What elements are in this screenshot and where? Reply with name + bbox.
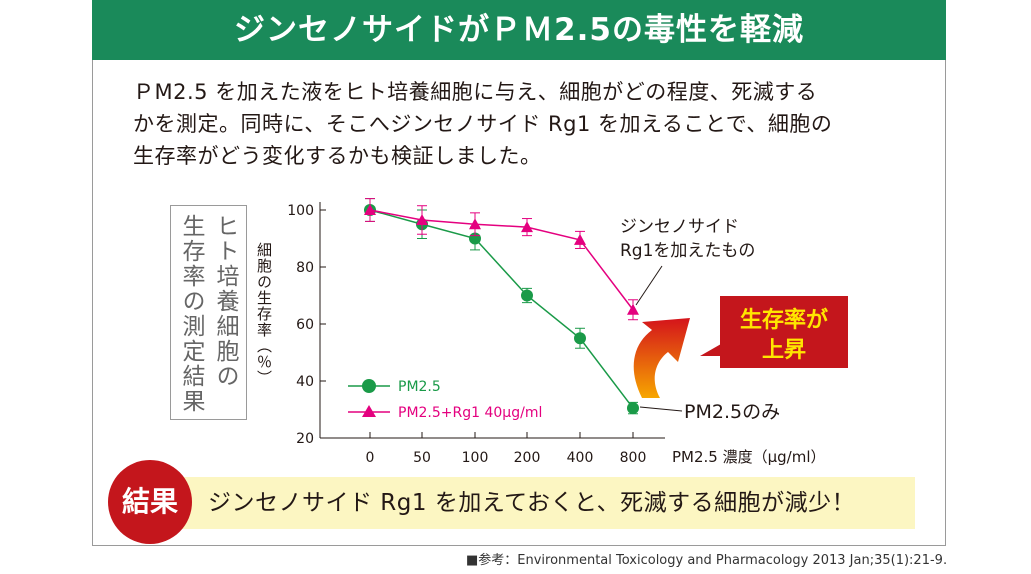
side-label-box <box>170 205 247 420</box>
increase-callout-line2: 上昇 <box>762 338 806 363</box>
result-text: ジンセノサイド Rg1 を加えておくと、死滅する細胞が減少！ <box>208 490 856 516</box>
data-point-triangle <box>364 204 376 215</box>
y-tick-label: 40 <box>296 374 314 390</box>
result-badge: 結果 <box>108 460 192 544</box>
side-label-line2: 生存率の測定結果 <box>178 214 204 414</box>
data-point-circle <box>574 332 586 345</box>
x-tick-label: 800 <box>620 450 647 466</box>
x-tick-label: 200 <box>514 450 541 466</box>
legend-marker-pm25 <box>362 379 376 393</box>
legend: PM2.5 PM2.5+Rg1 40μg/ml <box>348 379 542 421</box>
y-axis-label: 細胞の生存率（％） <box>255 242 273 386</box>
result-bar <box>130 477 915 529</box>
rg1-annotation-line2: Rg1を加えたもの <box>620 241 755 261</box>
intro-line: 生存率がどう変化するかも検証しました。 <box>133 144 542 168</box>
y-tick-label: 60 <box>296 317 314 333</box>
x-tick-label: 400 <box>567 450 594 466</box>
increase-arrow-icon <box>633 318 690 398</box>
increase-callout <box>720 296 848 368</box>
data-point-triangle <box>416 213 428 225</box>
series-line-1 <box>369 209 634 311</box>
legend-marker-rg1 <box>362 405 376 417</box>
rg1-leader-line <box>635 265 663 306</box>
y-tick-label: 100 <box>287 203 314 219</box>
chart-axes <box>319 202 665 439</box>
intro-line: ＰM2.5 を加えた液をヒト培養細胞に与え、細胞がどの程度、死滅する <box>133 80 818 104</box>
x-axis-label: PM2.5 濃度（μg/ml） <box>672 448 826 466</box>
x-tick-label: 0 <box>366 450 375 466</box>
data-point-triangle <box>627 303 639 315</box>
x-tick-label: 50 <box>413 450 431 466</box>
data-point-triangle <box>574 233 586 245</box>
chart-series <box>364 198 639 415</box>
x-tick-label: 100 <box>462 450 489 466</box>
title-banner: ジンセノサイドがＰＭ2.5の毒性を軽減 <box>92 0 946 60</box>
pm-only-annotation: PM2.5のみ <box>684 401 780 423</box>
rg1-annotation-line1: ジンセノサイド <box>620 217 739 237</box>
pm-only-leader-line <box>639 406 683 412</box>
content-frame <box>92 0 946 546</box>
data-point-triangle <box>469 218 481 230</box>
source-citation: ■参考：Environmental Toxicology and Pharmac… <box>466 553 948 568</box>
y-tick-labels: 20 40 60 80 100 <box>287 203 314 447</box>
y-tick-label: 80 <box>296 260 314 276</box>
side-label-line1: ヒト培養細胞の <box>212 214 238 389</box>
data-point-triangle <box>521 221 533 233</box>
x-tick-labels: 0 50 100 200 400 800 <box>366 450 647 466</box>
series-line-0 <box>369 209 634 409</box>
legend-label-pm25: PM2.5 <box>398 379 441 395</box>
page-title: ジンセノサイドがＰＭ2.5の毒性を軽減 <box>234 12 804 48</box>
intro-text: ＰM2.5 を加えた液をヒト培養細胞に与え、細胞がどの程度、死滅する かを測定。… <box>133 76 913 172</box>
data-point-circle <box>627 402 639 415</box>
increase-callout-line1: 生存率が <box>740 307 828 333</box>
data-point-circle <box>521 289 533 302</box>
intro-line: かを測定。同時に、そこへジンセノサイド Rg1 を加えることで、細胞の <box>133 112 833 136</box>
legend-label-rg1: PM2.5+Rg1 40μg/ml <box>398 405 542 421</box>
y-tick-label: 20 <box>296 431 314 447</box>
